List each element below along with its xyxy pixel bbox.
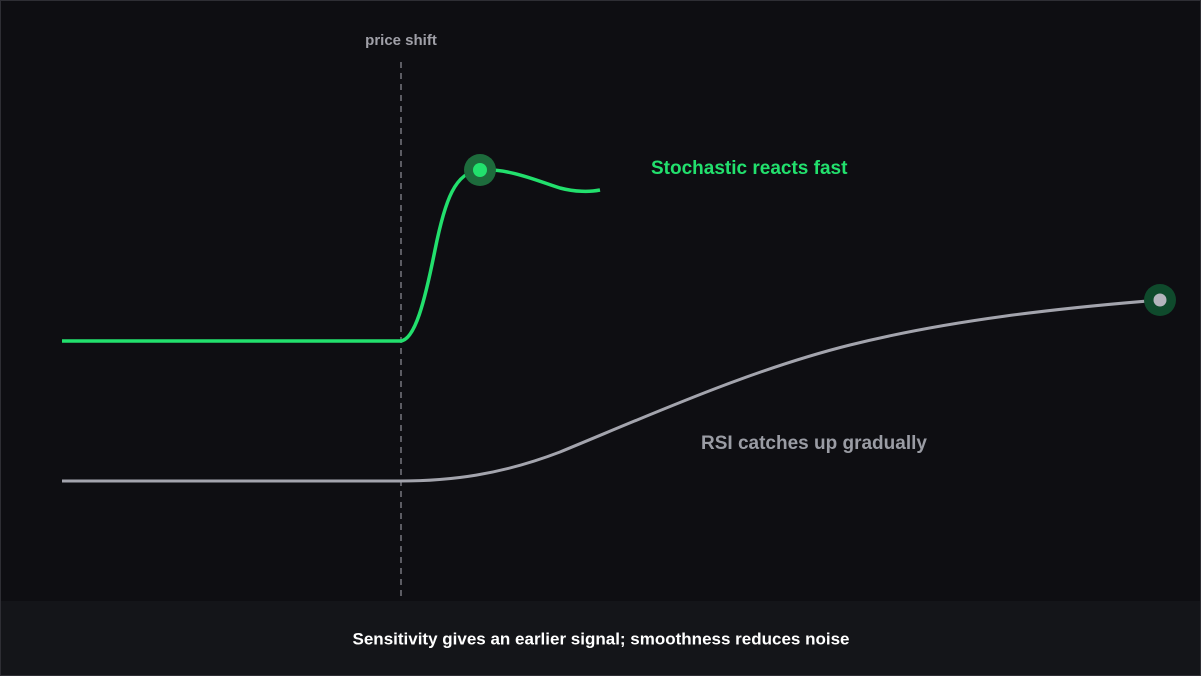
rsi-label: RSI catches up gradually (701, 433, 927, 454)
rsi-point (1153, 293, 1167, 307)
stochastic-label: Stochastic reacts fast (651, 158, 848, 179)
rsi-curve (62, 298, 1161, 483)
caption-bar (1, 601, 1200, 675)
stochastic-point (473, 163, 487, 177)
caption: Sensitivity gives an earlier signal; smo… (353, 629, 850, 648)
annotation: price shift (365, 32, 437, 49)
